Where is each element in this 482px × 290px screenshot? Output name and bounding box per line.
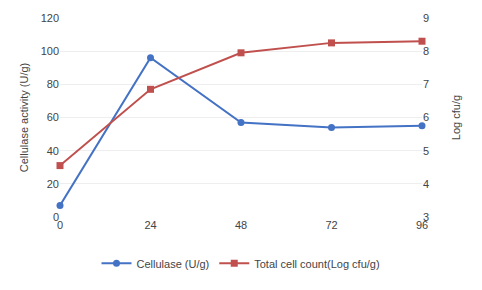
svg-text:Log cfu/g: Log cfu/g (450, 95, 462, 140)
svg-text:5: 5 (423, 145, 429, 157)
svg-text:4: 4 (423, 178, 429, 190)
svg-text:40: 40 (47, 145, 59, 157)
svg-text:48: 48 (235, 219, 247, 231)
svg-text:0: 0 (57, 219, 63, 231)
svg-text:7: 7 (423, 78, 429, 90)
svg-text:24: 24 (144, 219, 156, 231)
svg-text:Total cell count(Log cfu/g): Total cell count(Log cfu/g) (254, 258, 379, 270)
svg-text:20: 20 (47, 178, 59, 190)
svg-text:72: 72 (325, 219, 337, 231)
svg-text:3: 3 (423, 211, 429, 223)
svg-text:8: 8 (423, 45, 429, 57)
svg-text:120: 120 (41, 12, 59, 24)
svg-text:80: 80 (47, 78, 59, 90)
svg-text:Cellulase activity (U/g): Cellulase activity (U/g) (18, 63, 30, 172)
svg-text:Cellulase (U/g): Cellulase (U/g) (137, 258, 210, 270)
svg-text:60: 60 (47, 111, 59, 123)
svg-text:0: 0 (53, 211, 59, 223)
svg-text:9: 9 (423, 12, 429, 24)
svg-text:6: 6 (423, 111, 429, 123)
svg-text:96: 96 (416, 219, 428, 231)
svg-text:100: 100 (41, 45, 59, 57)
